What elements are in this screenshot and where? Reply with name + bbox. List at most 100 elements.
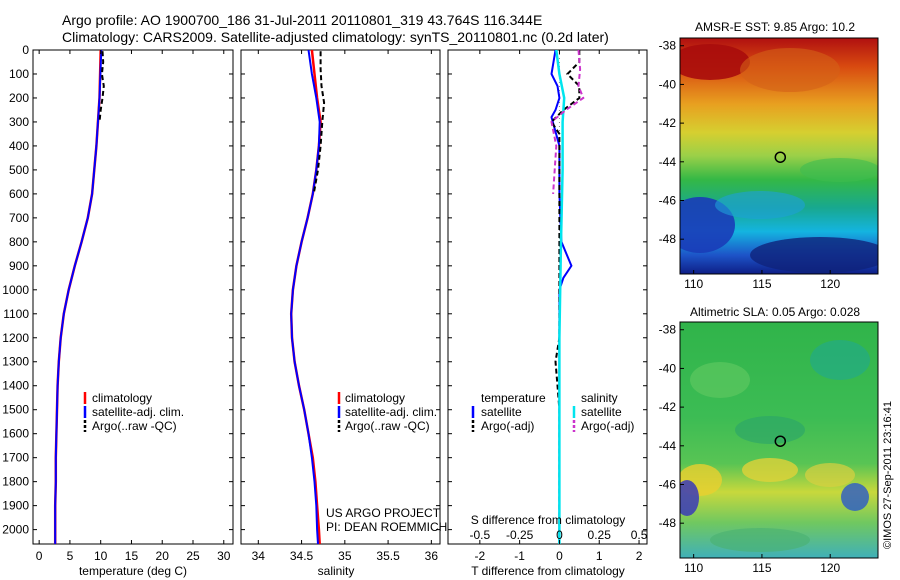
x-tick-label: 34.5 — [290, 549, 314, 563]
depth-axis: 0 100 200 300 400 500 600 700 800 900 1000 1100 1200… — [2, 43, 647, 537]
series-argo — [312, 51, 326, 195]
credit-text: ©IMOS 27-Sep-2011 23:16:41 — [882, 401, 894, 549]
legend-argo: Argo(..raw -QC) — [92, 419, 177, 433]
map-y-tick-label: -42 — [659, 116, 677, 130]
x-tick-label: 35 — [338, 549, 352, 563]
pi-annotation: PI: DEAN ROEMMICH — [326, 520, 447, 534]
depth-tick-label: 1300 — [2, 355, 29, 369]
depth-tick-label: 600 — [9, 187, 29, 201]
temperature-x-axis: 0 5 10 15 20 25 30 — [36, 50, 231, 563]
sla-argo-marker — [774, 435, 787, 447]
sst-cool-patch — [715, 191, 805, 219]
sst-map — [680, 38, 878, 274]
depth-tick-label: 700 — [9, 211, 29, 225]
map-y-tick-label: -48 — [659, 232, 677, 246]
x-tick-label: 0 — [556, 549, 563, 563]
salinity-xlabel: salinity — [318, 564, 355, 578]
sla-map-axes: 110 115 120 -38 -40 -42 -44 -46 -48 — [659, 323, 841, 575]
s-difference-label: S difference from climatology — [471, 513, 626, 527]
series-t-argo — [550, 50, 581, 544]
temperature-axes — [32, 49, 234, 545]
difference-x-axis: -2 -1 0 1 2 -0.5 -0.25 0 0.25 0.5 — [469, 50, 648, 563]
depth-tick-label: 1000 — [2, 283, 29, 297]
x-tick-label: 25 — [186, 549, 200, 563]
map-y-tick-label: -38 — [659, 39, 677, 53]
sla-high-patch — [805, 463, 855, 487]
s-tick-label: 0.25 — [588, 528, 612, 542]
depth-tick-label: 1800 — [2, 475, 29, 489]
series-argo — [98, 51, 105, 123]
sst-green-patch — [800, 158, 878, 182]
x-tick-label: -1 — [514, 549, 525, 563]
s-tick-label: -0.25 — [506, 528, 534, 542]
depth-tick-label: 400 — [9, 139, 29, 153]
sla-high-patch — [742, 458, 798, 482]
depth-tick-label: 900 — [9, 259, 29, 273]
depth-tick-label: 1700 — [2, 451, 29, 465]
map-y-tick-label: -46 — [659, 477, 677, 491]
x-tick-label: 0 — [36, 549, 43, 563]
x-tick-label: 30 — [217, 549, 231, 563]
depth-tick-label: 100 — [9, 67, 29, 81]
temperature-plot — [53, 49, 105, 544]
map-y-tick-label: -44 — [659, 155, 677, 169]
map-y-tick-label: -46 — [659, 193, 677, 207]
legend-header-temperature: temperature — [481, 391, 546, 405]
depth-tick-label: 800 — [9, 235, 29, 249]
map-x-tick-label: 120 — [820, 277, 840, 291]
sst-warm-patch — [740, 48, 840, 92]
depth-tick-label: 1100 — [3, 307, 29, 321]
header-line-1: Argo profile: AO 1900700_186 31-Jul-2011… — [62, 12, 542, 28]
legend-climatology: climatology — [345, 391, 405, 405]
x-tick-label: 20 — [156, 549, 170, 563]
sst-warm-patch — [680, 44, 750, 80]
sla-map-title: Altimetric SLA: 0.05 Argo: 0.028 — [690, 305, 860, 319]
temperature-xlabel: temperature (deg C) — [79, 564, 187, 578]
legend-satellite: satellite-adj. clim. — [92, 405, 184, 419]
legend-argo: Argo(..raw -QC) — [345, 419, 430, 433]
depth-tick-label: 1900 — [2, 499, 29, 513]
difference-plot — [550, 49, 585, 544]
x-tick-label: 35.5 — [376, 549, 400, 563]
s-tick-label: -0.5 — [469, 528, 490, 542]
s-tick-label: 0 — [556, 528, 563, 542]
sla-patch — [710, 528, 810, 552]
series-satellite — [54, 49, 103, 544]
map-x-tick-label: 115 — [752, 561, 771, 575]
depth-tick-label: 2000 — [2, 523, 29, 537]
map-x-tick-label: 110 — [684, 561, 703, 575]
series-climatology — [53, 49, 102, 544]
series-climatology — [289, 49, 322, 545]
sst-map-axes: 110 115 120 -38 -40 -42 -44 -46 -48 — [659, 39, 841, 291]
map-x-tick-label: 115 — [752, 277, 771, 291]
temperature-legend: climatology satellite-adj. clim. Argo(..… — [83, 391, 184, 433]
depth-tick-label: 1600 — [2, 427, 29, 441]
depth-tick-label: 500 — [9, 163, 29, 177]
depth-tick-label: 1500 — [2, 403, 29, 417]
depth-tick-label: 0 — [22, 43, 29, 57]
header-line-2: Climatology: CARS2009. Satellite-adjuste… — [62, 29, 609, 45]
difference-axes — [447, 49, 648, 545]
salinity-axes — [240, 49, 441, 545]
x-tick-label: 2 — [636, 549, 643, 563]
depth-tick-label: 1400 — [2, 379, 29, 393]
sla-patch — [810, 340, 870, 380]
legend-climatology: climatology — [92, 391, 152, 405]
map-y-tick-label: -48 — [659, 516, 677, 530]
difference-legend: temperature salinity satellite Argo(-adj… — [471, 391, 634, 433]
sla-map — [680, 322, 878, 558]
series-s-satellite — [555, 49, 566, 544]
x-tick-label: 1 — [596, 549, 603, 563]
legend-t-satellite: satellite — [481, 405, 522, 419]
salinity-legend: climatology satellite-adj. clim. Argo(..… — [337, 391, 437, 433]
sla-patch — [690, 362, 750, 398]
depth-tick-label: 1200 — [2, 331, 29, 345]
sst-map-frame — [679, 37, 879, 275]
x-tick-label: 34 — [252, 549, 266, 563]
sst-map-title: AMSR-E SST: 9.85 Argo: 10.2 — [695, 20, 855, 34]
map-y-tick-label: -38 — [659, 323, 677, 337]
x-tick-label: -2 — [475, 549, 486, 563]
legend-s-satellite: satellite — [581, 405, 622, 419]
sla-low-patch — [680, 480, 699, 516]
